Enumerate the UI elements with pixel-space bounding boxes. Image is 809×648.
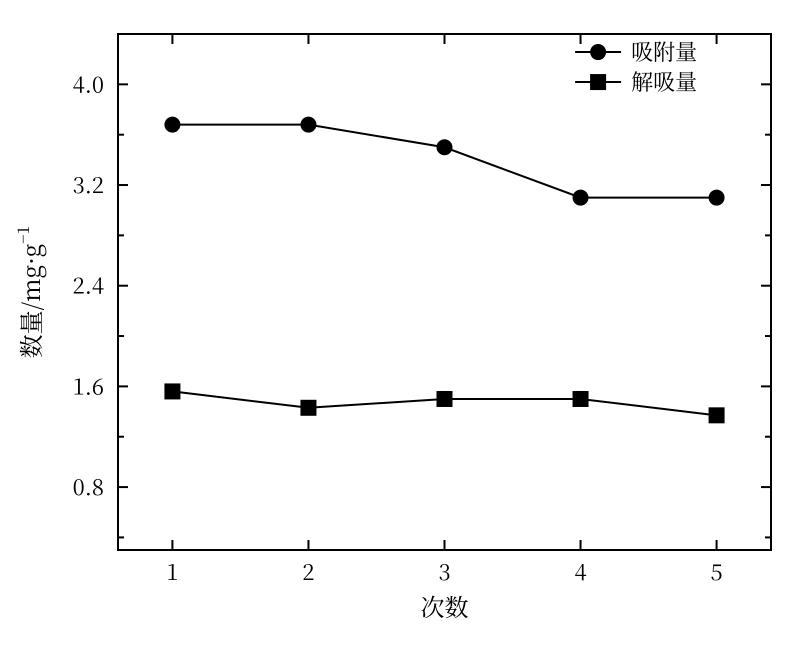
series-1-marker xyxy=(300,400,316,416)
y-tick-label: 2.4 xyxy=(73,270,104,301)
series-0-marker xyxy=(709,190,725,206)
legend-label: 吸附量 xyxy=(631,36,697,67)
series-1-marker xyxy=(709,407,725,423)
line-chart: 1 2 3 4 5 0.8 1.6 2.4 3.2 4.0 次数 数量/mg·g−1 吸附量解吸量 xyxy=(0,0,809,648)
y-axis-label: 数量/mg·g−1 xyxy=(11,226,48,359)
legend-0-marker xyxy=(590,44,606,60)
chart-container: 1 2 3 4 5 0.8 1.6 2.4 3.2 4.0 次数 数量/mg·g−1 吸附量解吸量 xyxy=(0,0,809,648)
series-0-marker xyxy=(300,117,316,133)
legend-1-marker xyxy=(590,74,606,90)
x-tick-label: 5 xyxy=(711,556,723,587)
y-tick-label: 3.2 xyxy=(73,169,104,200)
x-tick-label: 2 xyxy=(302,556,314,587)
series-1-marker xyxy=(437,391,453,407)
legend-label: 解吸量 xyxy=(631,66,697,97)
y-tick-label: 1.6 xyxy=(73,370,104,401)
series-0-marker xyxy=(437,139,453,155)
y-tick-label: 4.0 xyxy=(73,68,104,99)
series-0-marker xyxy=(164,117,180,133)
x-tick-label: 1 xyxy=(166,556,178,587)
series-1-marker xyxy=(164,383,180,399)
x-tick-label: 3 xyxy=(438,556,450,587)
y-tick-label: 0.8 xyxy=(73,471,104,502)
x-axis-label: 次数 xyxy=(421,588,469,623)
series-0-marker xyxy=(573,190,589,206)
x-tick-label: 4 xyxy=(574,556,586,587)
series-1-marker xyxy=(573,391,589,407)
